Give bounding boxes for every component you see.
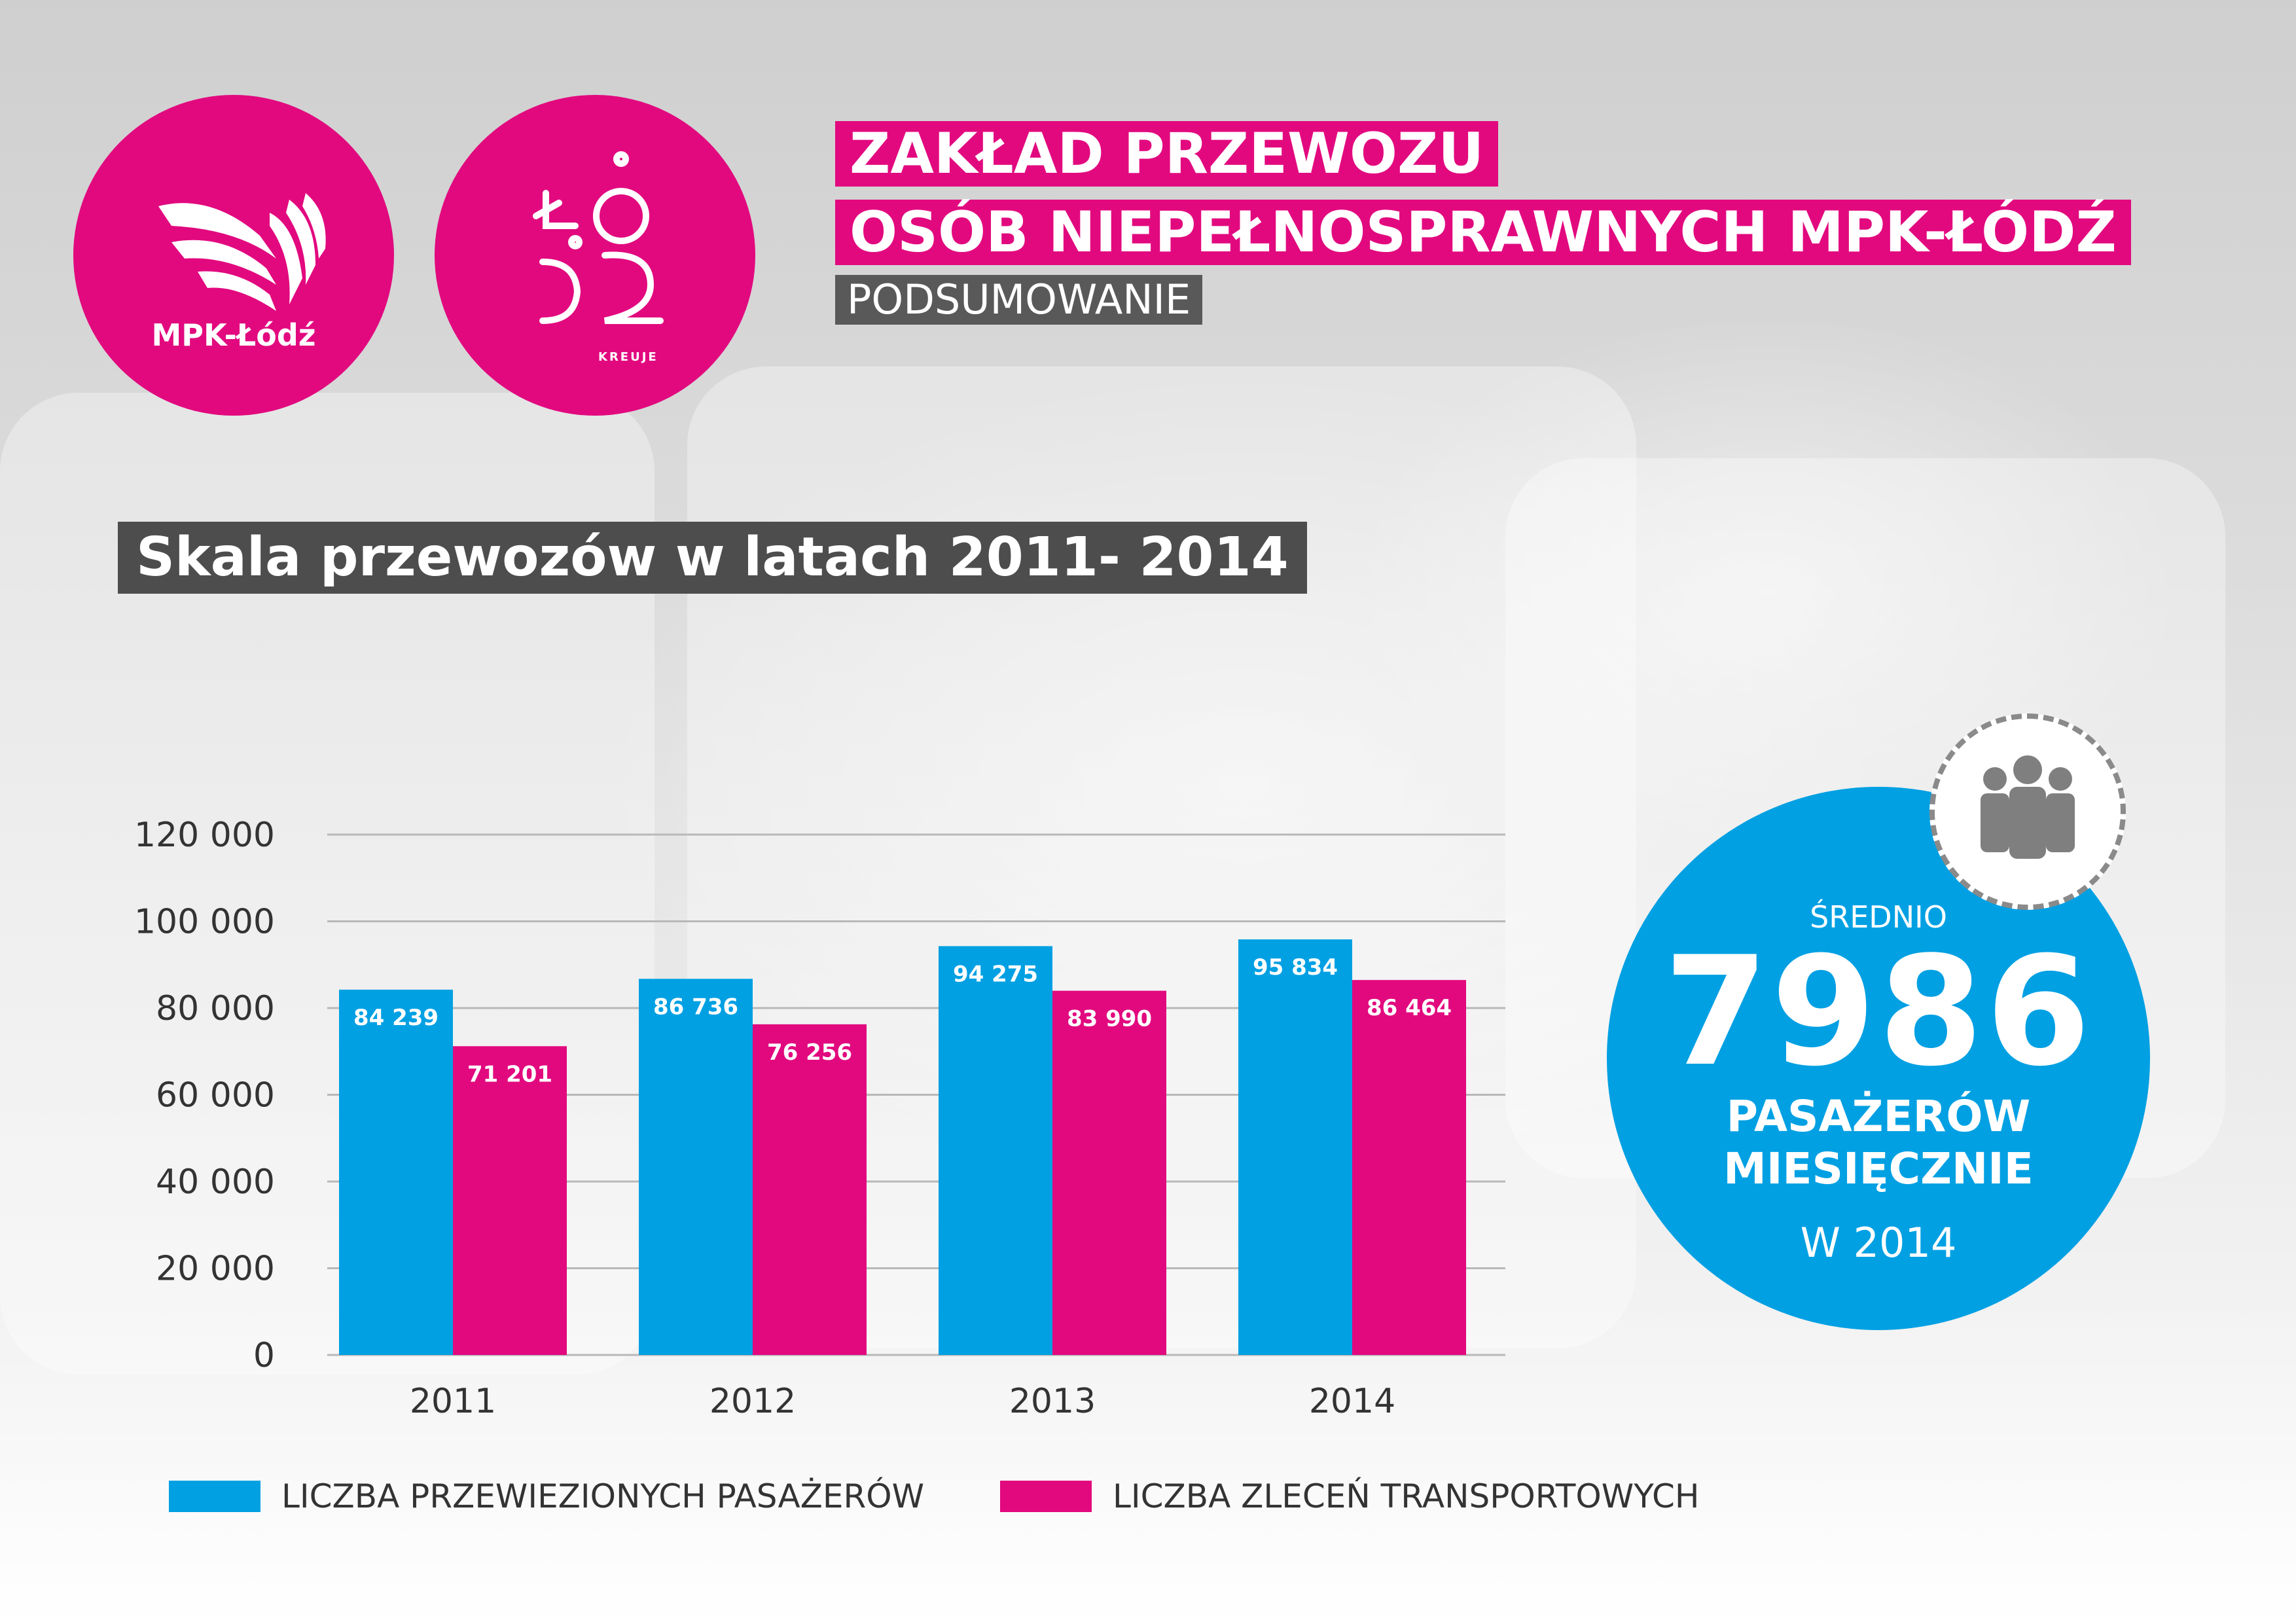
lodz-letters-icon	[533, 151, 664, 324]
data-label: 86 736	[653, 994, 738, 1020]
bar-passengers-2011	[339, 989, 453, 1355]
data-label: 71 201	[467, 1061, 552, 1087]
legend-label-passengers: LICZBA PRZEWIEZIONYCH PASAŻERÓW	[281, 1477, 925, 1515]
bar-passengers-2014	[1238, 939, 1352, 1355]
bar-orders-2013	[1052, 990, 1166, 1355]
y-tick-label: 60 000	[156, 1076, 275, 1115]
y-tick-label: 120 000	[134, 816, 275, 855]
x-tick-label: 2014	[1309, 1382, 1395, 1421]
stat-label-top: ŚREDNIO	[1810, 899, 1947, 935]
y-tick-label: 80 000	[156, 989, 275, 1028]
stat-label-bottom: W 2014	[1800, 1219, 1957, 1267]
bar-orders-2012	[753, 1024, 867, 1355]
data-label: 94 275	[953, 961, 1038, 987]
people-icon-badge	[1929, 713, 2126, 910]
people-group-icon	[1981, 755, 2075, 859]
lodz-logo-label: KREUJE	[598, 350, 658, 364]
legend-swatch-passengers	[169, 1481, 260, 1512]
bar-passengers-2012	[639, 979, 753, 1355]
y-tick-label: 0	[253, 1336, 275, 1375]
x-tick-label: 2012	[709, 1382, 796, 1421]
y-tick-label: 40 000	[156, 1163, 275, 1202]
mpk-bird-icon	[158, 193, 326, 311]
bar-chart: 0 20 000 40 000 60 000 80 000 100 000 120 000 8…	[134, 816, 1505, 1421]
y-tick-label: 20 000	[156, 1250, 275, 1289]
legend-label-orders: LICZBA ZLECEŃ TRANSPORTOWYCH	[1113, 1477, 1700, 1515]
bar-orders-2011	[453, 1046, 567, 1355]
stat-value: 7986	[1663, 925, 2094, 1100]
data-label: 83 990	[1067, 1006, 1152, 1032]
mpk-logo-label: MPK-Łódź	[151, 317, 316, 353]
data-label: 86 464	[1367, 995, 1452, 1021]
stat-label-line2: MIESIĘCZNIE	[1723, 1144, 2034, 1194]
chart-title: Skala przewozów w latach 2011- 2014	[118, 522, 1307, 594]
page-title-line1: ZAKŁAD PRZEWOZU	[835, 121, 1499, 187]
mpk-logo: MPK-Łódź	[73, 95, 394, 416]
data-label: 95 834	[1253, 954, 1338, 981]
data-label: 76 256	[767, 1039, 852, 1066]
legend-swatch-orders	[1000, 1481, 1092, 1512]
bar-passengers-2013	[939, 946, 1052, 1355]
stat-label-line1: PASAŻERÓW	[1726, 1091, 2031, 1142]
x-tick-label: 2013	[1009, 1382, 1096, 1421]
lodz-logo: KREUJE	[435, 95, 755, 416]
x-tick-label: 2011	[410, 1382, 496, 1421]
page-subtitle: PODSUMOWANIE	[835, 275, 1203, 325]
bar-orders-2014	[1352, 980, 1466, 1355]
y-tick-label: 100 000	[134, 903, 275, 942]
page-title-line2: OSÓB NIEPEŁNOSPRAWNYCH MPK-ŁÓDŹ	[835, 200, 2131, 265]
data-label: 84 239	[353, 1005, 439, 1031]
